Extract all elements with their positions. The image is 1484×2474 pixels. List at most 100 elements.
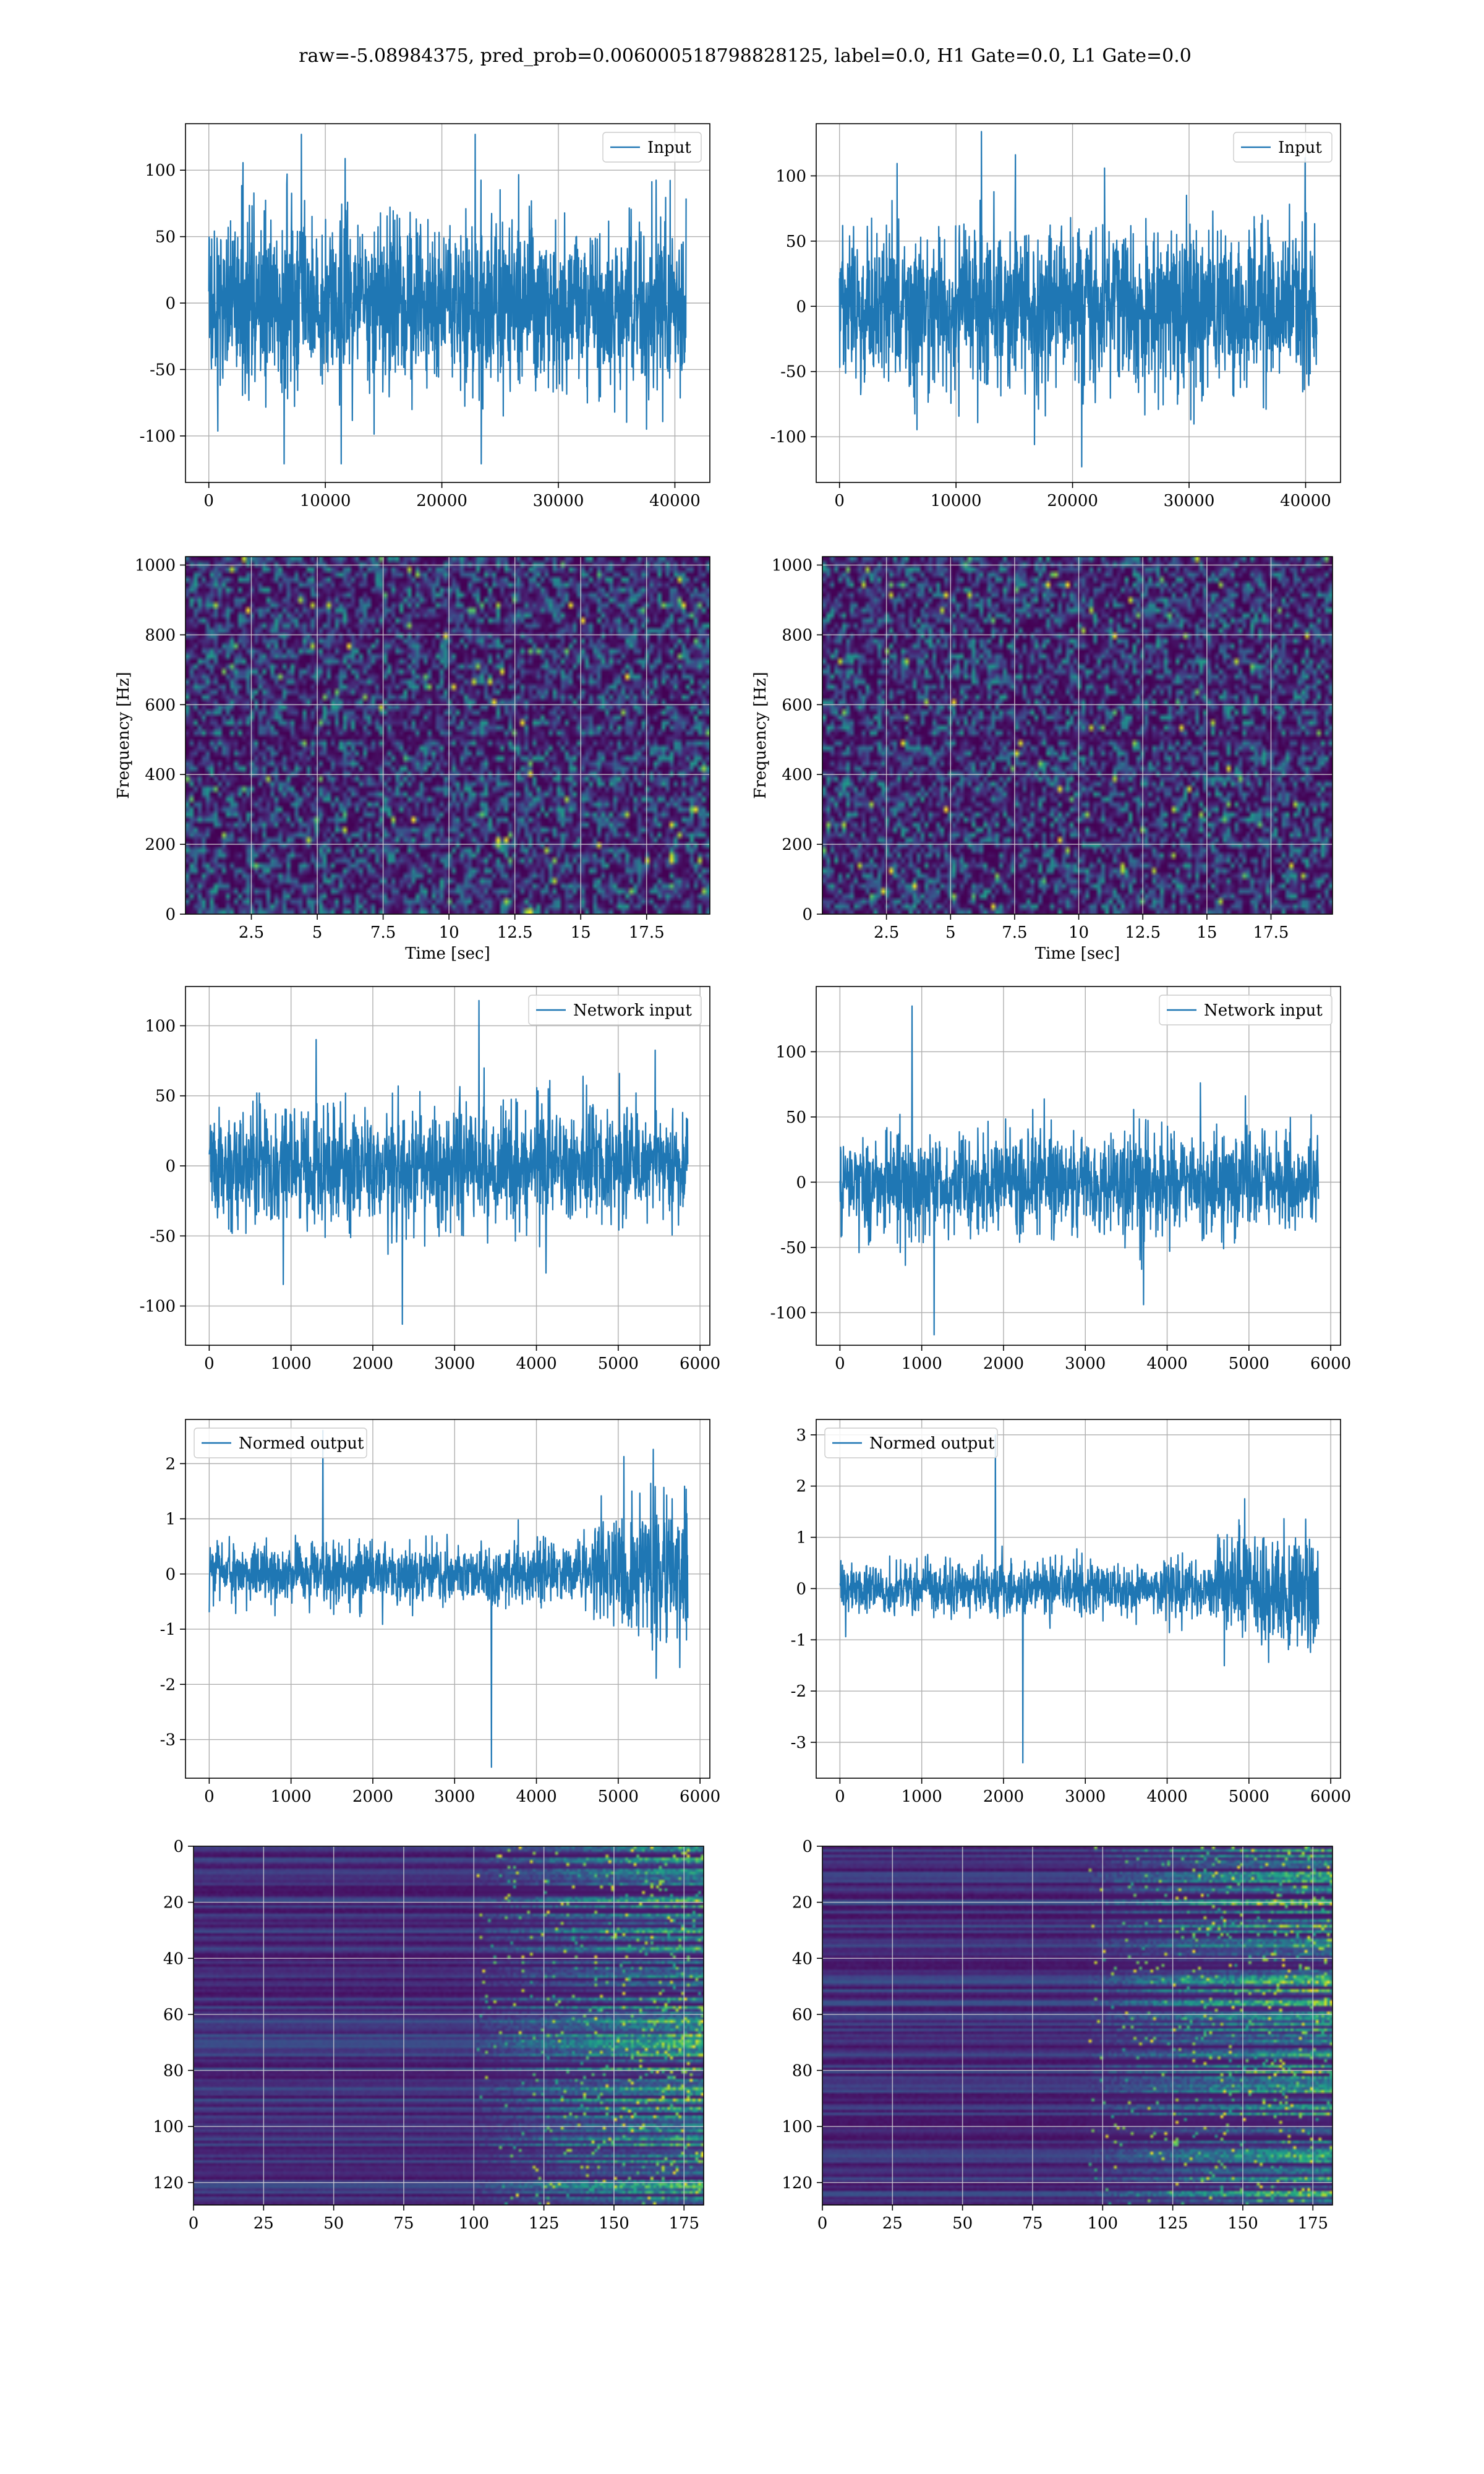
x-tick-label: 125 — [1158, 2214, 1188, 2233]
x-tick-label: 175 — [1297, 2214, 1328, 2233]
x-tick-label: 12.5 — [1125, 923, 1161, 942]
x-tick-label: 0 — [204, 1787, 215, 1806]
y-tick-label: -3 — [791, 1734, 806, 1752]
legend-box — [528, 995, 702, 1025]
x-tick-label: 6000 — [680, 1355, 720, 1373]
legend-box — [602, 132, 702, 163]
figure-title: raw=-5.08984375, pred_prob=0.00600051879… — [299, 45, 1192, 67]
y-tick-label: 1 — [165, 1510, 176, 1529]
y-tick-label: 40 — [792, 1950, 812, 1968]
x-tick-label: 17.5 — [1253, 923, 1289, 942]
y-tick-label: 100 — [145, 161, 176, 180]
axes-frame — [816, 986, 1341, 1346]
x-tick-label: 15 — [1196, 923, 1217, 942]
x-tick-label: 175 — [668, 2214, 699, 2233]
legend-label: Network input — [1204, 1001, 1323, 1020]
y-axis-label: Frequency [Hz] — [114, 672, 133, 799]
x-tick-label: 2.5 — [239, 923, 264, 942]
y-tick-label: 0 — [796, 297, 806, 316]
y-tick-label: 20 — [792, 1894, 812, 1912]
y-tick-label: 100 — [782, 2118, 812, 2136]
x-tick-label: 7.5 — [370, 923, 396, 942]
feature-map-image — [194, 1846, 704, 2205]
x-tick-label: 40000 — [1280, 492, 1331, 510]
subplot-normed-output-h1: 0 1000 2000 3000 4000 5000 6000 -3 -2 -1 0 1 2 Normed… — [160, 1419, 720, 1806]
x-tick-label: 5000 — [598, 1355, 639, 1373]
x-tick-label: 17.5 — [629, 923, 665, 942]
x-tick-label: 10000 — [300, 492, 351, 510]
y-tick-label: 800 — [145, 626, 176, 644]
x-tick-label: 10 — [1068, 923, 1089, 942]
series-line — [838, 131, 1318, 468]
y-tick-label: -100 — [770, 1304, 806, 1322]
y-tick-label: 0 — [165, 1565, 176, 1584]
legend-box — [824, 1427, 998, 1458]
y-tick-label: 0 — [796, 1580, 806, 1598]
x-tick-label: 125 — [529, 2214, 560, 2233]
legend-label: Normed output — [869, 1434, 995, 1453]
y-tick-label: 1 — [796, 1529, 806, 1547]
x-tick-label: 50 — [323, 2214, 344, 2233]
y-axis-label: Frequency [Hz] — [751, 672, 770, 799]
y-tick-label: 200 — [145, 836, 176, 854]
x-axis-label: Time [sec] — [405, 944, 490, 963]
subplot-network-input-h1: 0 1000 2000 3000 4000 5000 6000 -100 -50 0 50 100 Ne… — [140, 986, 720, 1373]
y-tick-label: 100 — [153, 2118, 184, 2136]
y-tick-label: 600 — [782, 696, 812, 714]
x-tick-label: 0 — [817, 2214, 828, 2233]
subplot-network-input-l1: 0 1000 2000 3000 4000 5000 6000 -100 -50 0 50 100 Ne… — [770, 986, 1351, 1373]
x-tick-label: 30000 — [533, 492, 584, 510]
y-tick-label: 0 — [802, 1838, 812, 1856]
subplot-spectrogram-h1: 2.5 5 7.5 10 12.5 15 17.5 0 200 400 600 800 1000 Time… — [114, 556, 710, 963]
x-tick-label: 100 — [458, 2214, 489, 2233]
x-tick-label: 7.5 — [1002, 923, 1027, 942]
legend-box — [1233, 132, 1333, 163]
x-tick-label: 4000 — [516, 1355, 556, 1373]
x-tick-label: 2.5 — [874, 923, 899, 942]
x-tick-label: 2000 — [352, 1787, 393, 1806]
x-axis-label: Time [sec] — [1035, 944, 1120, 963]
spectrogram-image — [822, 557, 1333, 914]
x-tick-label: 4000 — [1146, 1355, 1187, 1373]
y-tick-label: 2 — [796, 1478, 806, 1496]
x-tick-label: 10000 — [931, 492, 982, 510]
y-tick-label: 400 — [145, 766, 176, 784]
y-tick-label: 0 — [165, 1157, 176, 1176]
x-tick-label: 2000 — [352, 1355, 393, 1373]
y-tick-label: 0 — [165, 294, 176, 313]
x-tick-label: 30000 — [1164, 492, 1215, 510]
y-tick-label: 200 — [782, 836, 812, 854]
y-tick-label: 80 — [163, 2062, 184, 2081]
x-tick-label: 6000 — [680, 1787, 720, 1806]
x-tick-label: 20000 — [1047, 492, 1098, 510]
x-tick-label: 5000 — [598, 1787, 639, 1806]
subplot-feature-map-h1: 0 25 50 75 100 125 150 175 0 20 40 60 80 100 120 — [153, 1838, 704, 2233]
x-tick-label: 40000 — [649, 492, 701, 510]
y-tick-label: -50 — [150, 1227, 176, 1246]
y-tick-label: 20 — [163, 1894, 184, 1912]
x-tick-label: 5000 — [1229, 1355, 1269, 1373]
y-tick-label: 50 — [786, 1108, 806, 1127]
axes-frame — [193, 1846, 704, 2206]
x-tick-label: 4000 — [1146, 1787, 1187, 1806]
y-tick-label: 0 — [165, 905, 176, 924]
y-tick-label: 800 — [782, 626, 812, 644]
x-tick-label: 1000 — [271, 1355, 312, 1373]
x-tick-label: 3000 — [1065, 1787, 1106, 1806]
x-tick-label: 15 — [571, 923, 591, 942]
x-tick-label: 20000 — [416, 492, 467, 510]
legend-label: Network input — [573, 1001, 692, 1020]
y-tick-label: 80 — [792, 2062, 812, 2081]
x-tick-label: 4000 — [516, 1787, 556, 1806]
feature-map-image — [822, 1846, 1333, 2205]
y-tick-label: -100 — [140, 1298, 176, 1316]
x-tick-label: 6000 — [1310, 1355, 1351, 1373]
y-tick-label: 0 — [802, 905, 812, 924]
y-tick-label: 600 — [145, 696, 176, 714]
x-tick-label: 75 — [1022, 2214, 1043, 2233]
x-tick-label: 12.5 — [497, 923, 533, 942]
y-tick-label: 400 — [782, 766, 812, 784]
series-line — [208, 1429, 689, 1768]
x-tick-label: 1000 — [902, 1355, 942, 1373]
subplot-grid: 0 10000 20000 30000 40000-100-50050100Input0… — [114, 123, 1351, 2233]
